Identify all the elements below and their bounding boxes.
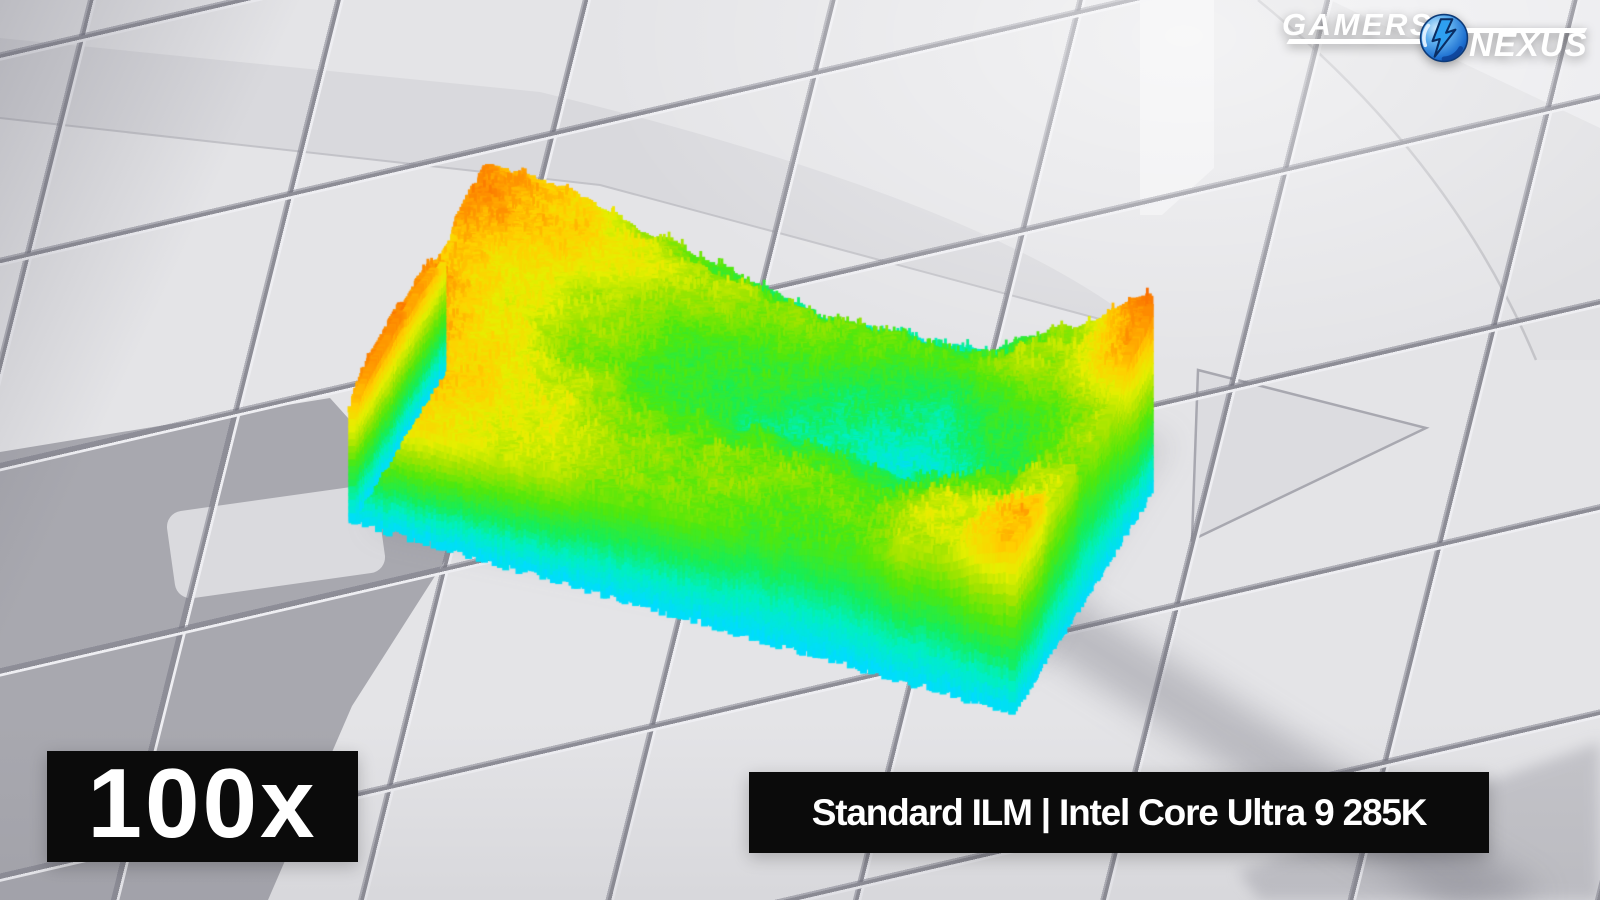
- logo-text-nexus: NEXUS: [1469, 26, 1588, 63]
- gamersnexus-logo: GAMERS NEXUS: [1270, 0, 1600, 80]
- caption-label: Standard ILM | Intel Core Ultra 9 285K: [811, 791, 1428, 833]
- gn-globe-lightning-icon: [1419, 13, 1469, 63]
- magnification-badge: 100x: [47, 751, 358, 862]
- caption-badge: Standard ILM | Intel Core Ultra 9 285K: [749, 772, 1489, 853]
- magnification-label: 100x: [87, 747, 318, 858]
- logo-text-gamers: GAMERS: [1282, 7, 1434, 42]
